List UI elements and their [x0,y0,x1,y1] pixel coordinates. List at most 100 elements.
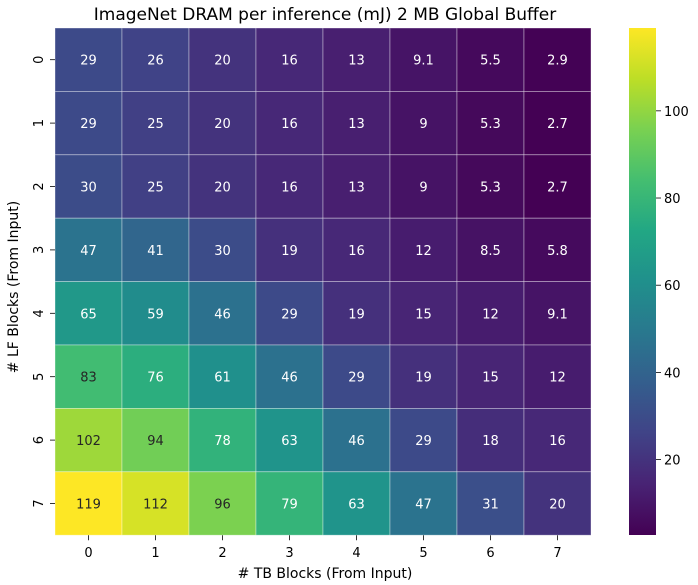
cell-value-r3-c5: 12 [415,244,432,259]
colorbar-tick-label: 40 [664,366,681,381]
cell-value-r7-c7: 20 [549,498,566,513]
cell-value-r7-c6: 31 [482,498,499,513]
cell-value-r5-c4: 29 [348,371,365,386]
cell-value-r5-c1: 76 [147,371,164,386]
heatmap-cell-r4-c3 [255,281,324,346]
x-axis-ticks: 0 1 2 3 4 5 6 7 [84,535,562,561]
heatmap-cell-r4-c7 [523,281,592,346]
heatmap-cell-r1-c7 [523,91,592,156]
heatmap-cell-r5-c4 [322,344,391,409]
cell-value-r0-c5: 9.1 [413,54,434,69]
cell-value-r2-c6: 5.3 [480,181,501,196]
heatmap-cell-r1-c4 [322,91,391,156]
cell-value-r6-c4: 46 [348,434,365,449]
heatmap-cell-r6-c4 [322,407,391,473]
heatmap-cell-r5-c2 [188,344,257,409]
x-tick-label: 2 [218,546,226,561]
y-tick-label: 1 [32,119,47,127]
heatmap-cell-r0-c2 [188,27,257,92]
heatmap-cell-r2-c3 [255,154,324,219]
cell-value-r6-c1: 94 [147,434,164,449]
cell-value-r6-c3: 63 [281,434,298,449]
heatmap-cell-r7-c7 [523,471,592,536]
cell-value-r4-c5: 15 [415,307,432,322]
cell-value-r1-c1: 25 [147,117,164,132]
heatmap-cell-r0-c5 [389,27,458,92]
heatmap-cell-r6-c6 [456,407,525,473]
cell-value-r4-c0: 65 [80,307,97,322]
cell-value-r3-c1: 41 [147,244,164,259]
cell-value-r7-c2: 96 [214,498,231,513]
cell-value-r0-c7: 2.9 [547,54,568,69]
y-tick-label: 2 [32,182,47,190]
cell-value-r3-c7: 5.8 [547,244,568,259]
heatmap-cell-r2-c4 [322,154,391,219]
heatmap-cell-r2-c6 [456,154,525,219]
cell-value-r0-c2: 20 [214,54,231,69]
cell-value-r0-c0: 29 [80,54,97,69]
heatmap-cell-r0-c1 [121,27,190,92]
cell-value-r2-c5: 9 [419,181,427,196]
heatmap-cell-r3-c6 [456,217,525,282]
cell-value-r4-c2: 46 [214,307,231,322]
cell-value-r1-c2: 20 [214,117,231,132]
cell-value-r3-c6: 8.5 [480,244,501,259]
heatmap-cell-r0-c0 [54,27,123,92]
cell-value-r6-c6: 18 [482,434,499,449]
heatmap-cell-r2-c2 [188,154,257,219]
cell-value-r6-c2: 78 [214,434,231,449]
cell-value-r5-c7: 12 [549,371,566,386]
cell-value-r2-c1: 25 [147,181,164,196]
colorbar-tick-label: 100 [664,105,689,120]
cell-value-r0-c4: 13 [348,54,365,69]
y-tick-label: 3 [32,246,47,254]
y-tick-label: 0 [32,56,47,64]
cell-value-r3-c0: 47 [80,244,97,259]
cell-value-r3-c2: 30 [214,244,231,259]
heatmap-cells [54,27,592,536]
heatmap-cell-r5-c7 [523,344,592,409]
heatmap-cell-r6-c2 [188,407,257,473]
cell-value-r1-c3: 16 [281,117,298,132]
cell-value-r5-c0: 83 [80,371,97,386]
heatmap-cell-r7-c2 [188,471,257,536]
cell-value-r2-c3: 16 [281,181,298,196]
cell-value-r7-c0: 119 [76,498,101,513]
cell-value-r7-c3: 79 [281,498,298,513]
heatmap-cell-r2-c7 [523,154,592,219]
cell-value-r4-c7: 9.1 [547,307,568,322]
cell-value-r0-c1: 26 [147,54,164,69]
x-tick-label: 3 [285,546,293,561]
colorbar [629,28,656,535]
x-axis-label: # TB Blocks (From Input) [238,566,413,582]
y-tick-label: 6 [32,436,47,444]
cell-value-r4-c1: 59 [147,307,164,322]
heatmap-cell-r3-c3 [255,217,324,282]
y-tick-label: 4 [32,309,47,317]
heatmap-cell-r7-c4 [322,471,391,536]
heatmap-cell-r4-c5 [389,281,458,346]
heatmap-cell-r6-c0 [54,407,123,473]
cell-value-r5-c3: 46 [281,371,298,386]
heatmap-cell-r5-c1 [121,344,190,409]
heatmap-cell-r5-c5 [389,344,458,409]
heatmap-cell-r3-c0 [54,217,123,282]
heatmap-cell-r2-c0 [54,154,123,219]
heatmap-cell-r5-c6 [456,344,525,409]
heatmap-cell-r4-c4 [322,281,391,346]
cell-value-r2-c2: 20 [214,181,231,196]
cell-value-r2-c7: 2.7 [547,181,568,196]
x-tick-label: 7 [553,546,561,561]
cell-value-r0-c3: 16 [281,54,298,69]
heatmap-cell-r0-c4 [322,27,391,92]
cell-value-r6-c7: 16 [549,434,566,449]
cell-value-r6-c0: 102 [76,434,101,449]
cell-value-r7-c5: 47 [415,498,432,513]
cell-value-r7-c4: 63 [348,498,365,513]
cell-value-r1-c7: 2.7 [547,117,568,132]
cell-value-r5-c2: 61 [214,371,231,386]
colorbar-tick-label: 80 [664,192,681,207]
heatmap-cell-r1-c1 [121,91,190,156]
cell-value-r3-c4: 16 [348,244,365,259]
